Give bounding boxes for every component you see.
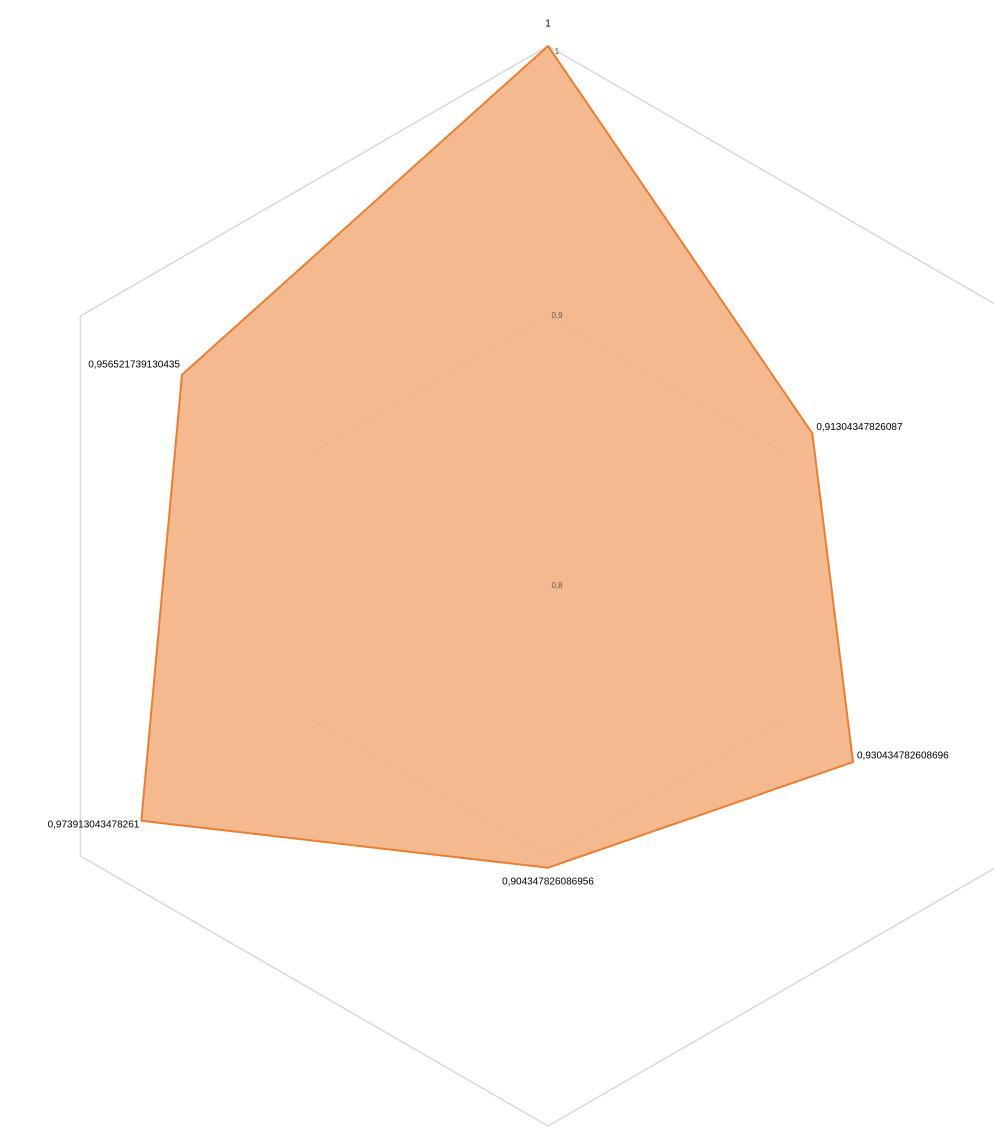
data-label: 1 <box>545 19 551 30</box>
data-label: 0,956521739130435 <box>88 359 180 370</box>
tick-label: 0,8 <box>551 581 563 590</box>
grid-line <box>79 45 994 1127</box>
tick-label: 1 <box>555 47 560 56</box>
data-label: 0,973913043478261 <box>48 819 140 830</box>
data-label: 0,91304347826087 <box>816 422 903 433</box>
radar-area <box>140 45 854 869</box>
data-label: 0,930434782608696 <box>857 751 949 762</box>
tick-label: 0,9 <box>551 311 563 320</box>
data-label: 0,904347826086956 <box>502 876 594 887</box>
